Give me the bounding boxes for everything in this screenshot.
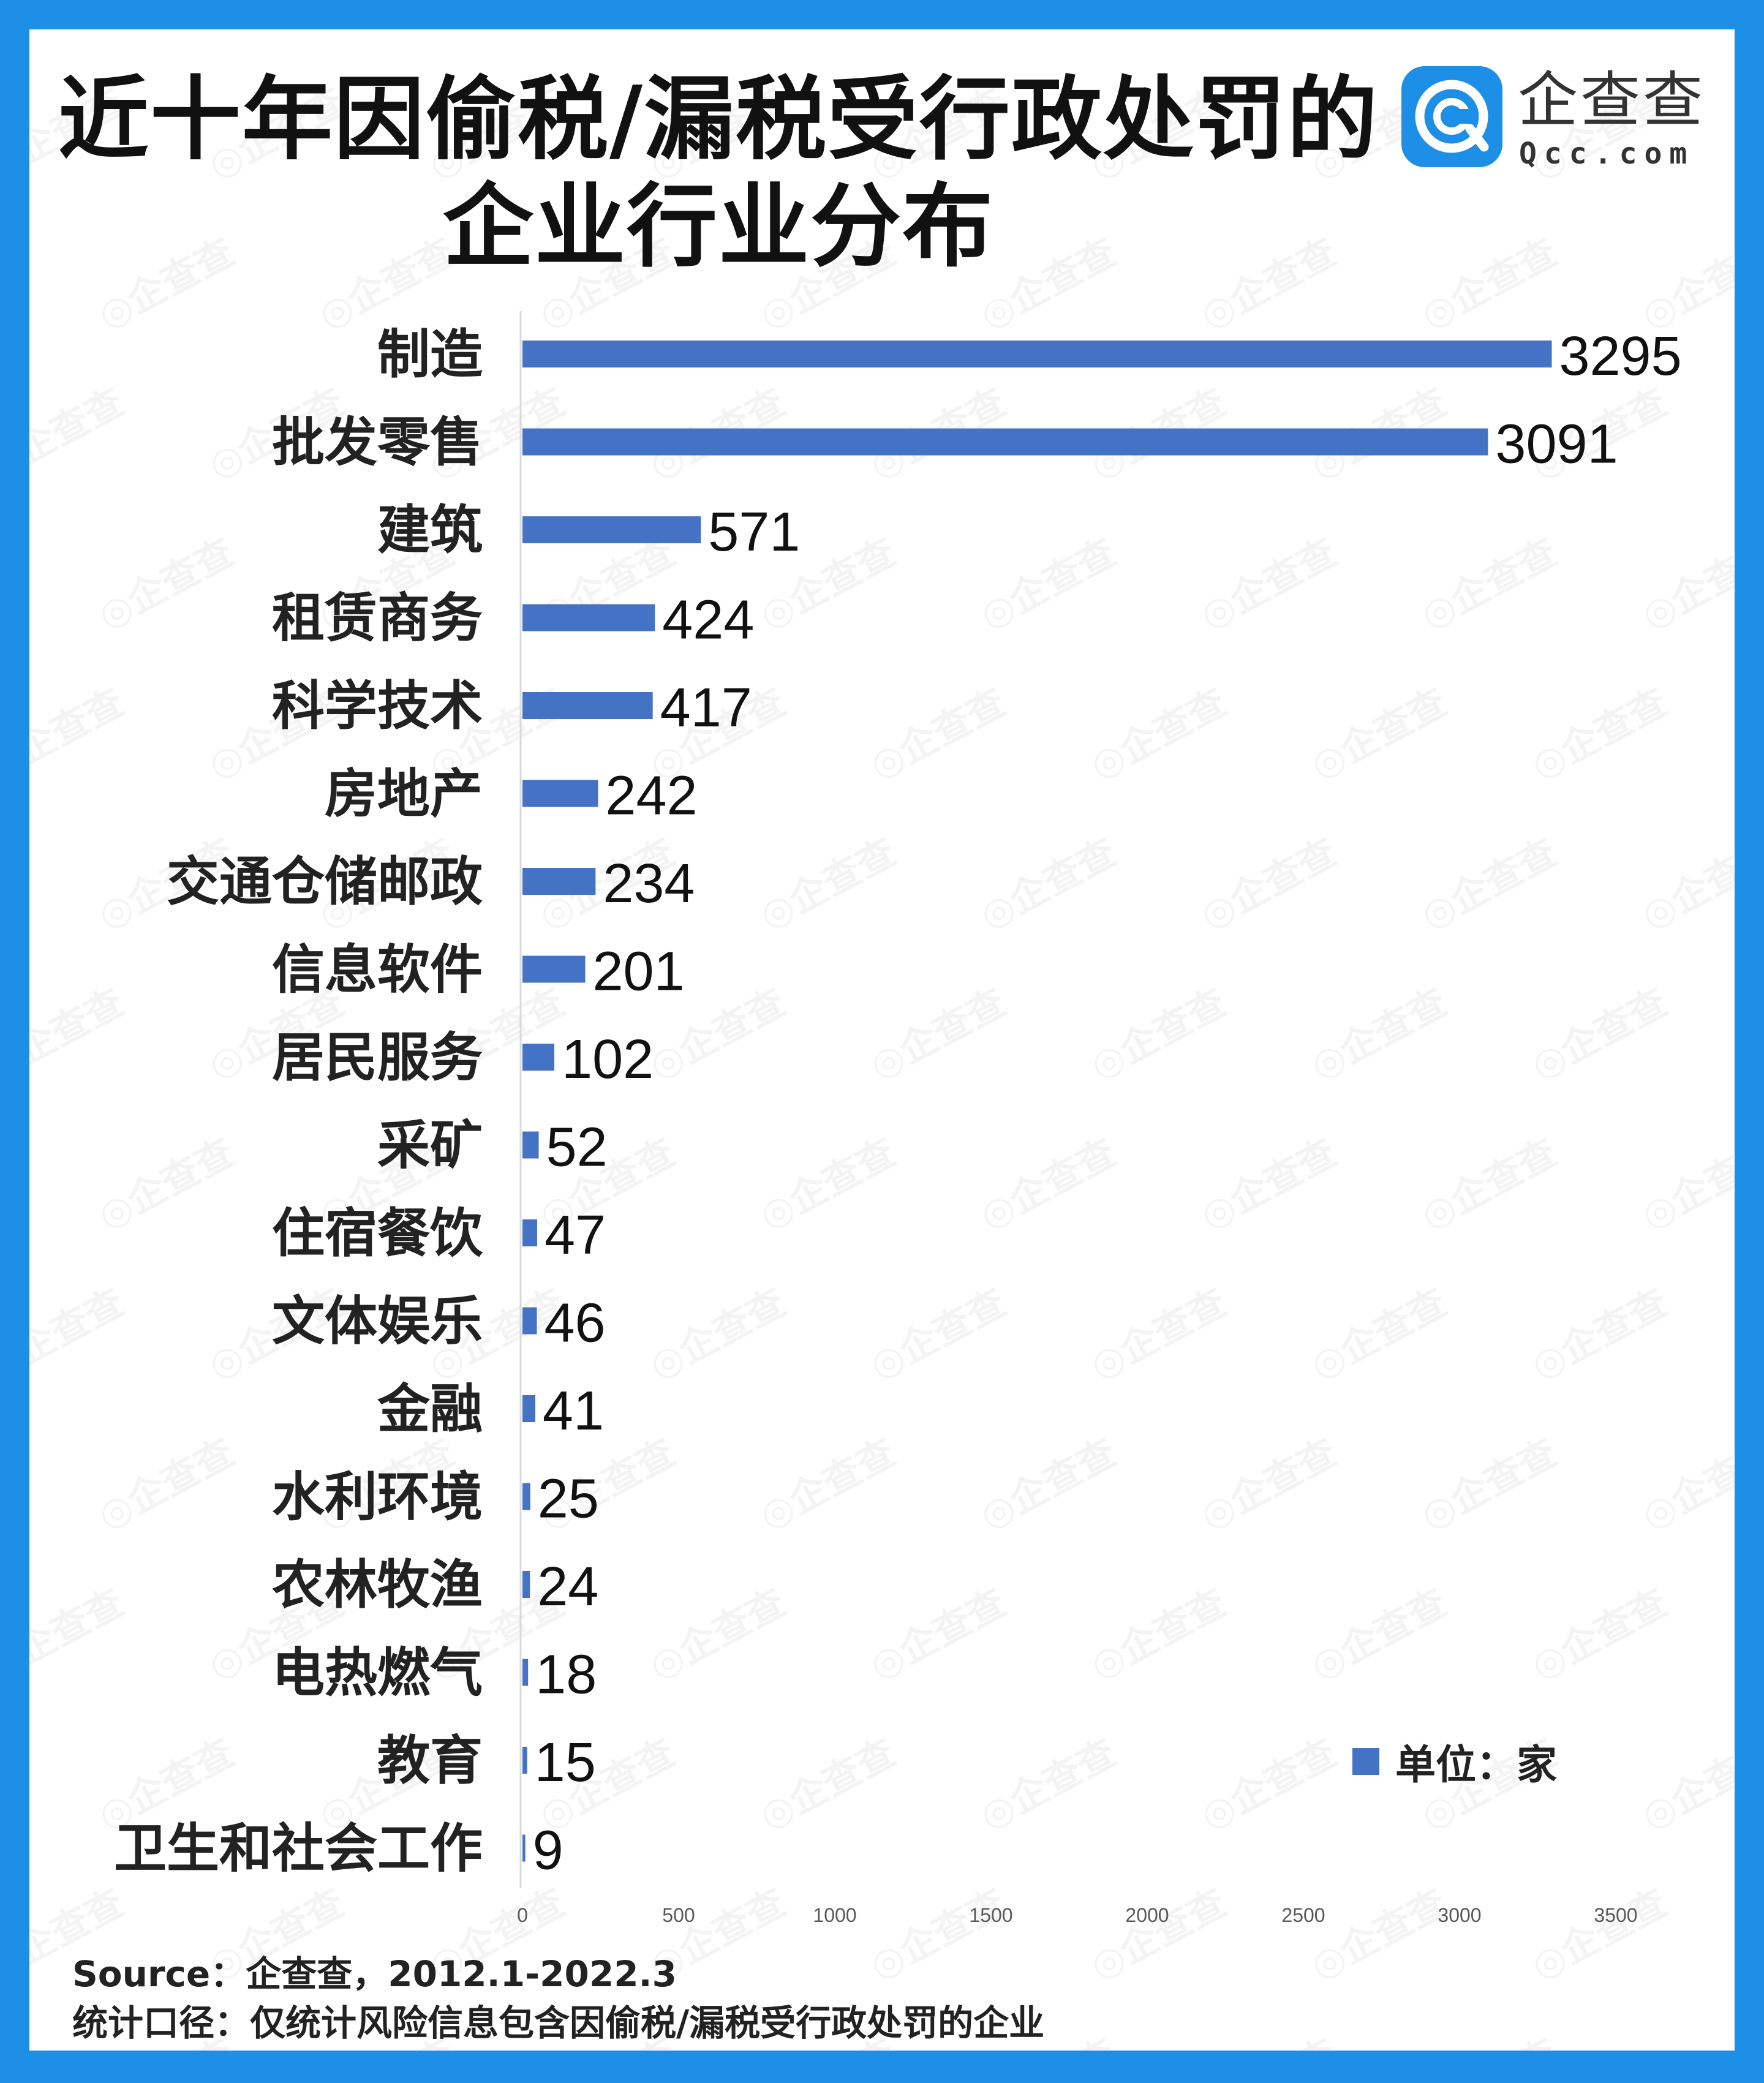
data-label: 9 [533,1820,564,1881]
watermark: ◎企查查 [1189,2022,1344,2051]
category-label: 信息软件 [272,940,483,1001]
data-label: 424 [662,590,754,651]
x-tick-label: 1000 [813,1904,856,1926]
data-label: 3091 [1495,414,1618,475]
category-label: 居民服务 [272,1027,483,1088]
logo-name-cn: 企查查 [1518,66,1706,135]
category-label: 建筑 [377,500,483,561]
category-label: 制造 [377,324,483,385]
category-label: 农林牧渔 [272,1554,483,1616]
bar [522,1834,526,1862]
x-tick-label: 3500 [1594,1904,1637,1926]
footer: Source：企查查，2012.1-2022.3 统计口径：仅统计风险信息包含因… [72,1949,1044,2047]
bar [522,1131,539,1159]
data-label: 18 [535,1644,597,1706]
category-label: 文体娱乐 [272,1291,483,1352]
bar [522,1571,530,1598]
watermark: ◎企查查 [1409,2022,1565,2051]
data-label: 3295 [1559,326,1681,387]
watermark: ◎企查查 [1630,2022,1735,2051]
category-label: 房地产 [325,764,483,825]
bar [522,868,596,895]
bar [522,692,653,719]
source-text: Source：企查查，2012.1-2022.3 [72,1953,677,1995]
bar [522,428,1488,456]
bar [522,955,586,983]
category-label: 科学技术 [272,676,483,737]
title-line-1: 近十年因偷税/漏税受行政处罚的 [58,67,1379,172]
bar [522,780,598,807]
bar [522,516,701,543]
bar [522,1747,527,1774]
bar [522,604,655,631]
bar [522,341,1552,367]
data-label: 242 [605,766,697,827]
data-label: 47 [545,1205,606,1266]
bar [522,1395,535,1422]
category-label: 住宿餐饮 [272,1203,483,1264]
category-label: 卫生和社会工作 [114,1818,483,1880]
qcc-logo-icon [1401,66,1502,167]
title-line-2: 企业行业分布 [443,174,994,279]
category-label: 教育 [377,1730,483,1791]
bar-chart: 制造 3295 批发零售 3091 建筑 571 租赁商务 424 科学技术 417 房地产 242 交… [114,311,1682,1926]
data-label: 234 [603,853,695,914]
category-label: 交通仓储邮政 [167,851,483,913]
bar [522,1044,555,1071]
data-label: 201 [593,941,685,1003]
legend-swatch [1352,1748,1379,1775]
data-label: 41 [543,1381,604,1442]
x-tick-label: 2000 [1125,1904,1169,1926]
page-title: 近十年因偷税/漏税受行政处罚的 企业行业分布 [29,66,1408,281]
infographic-card: ◎企查查◎企查查◎企查查◎企查查◎企查查◎企查查◎企查查◎企查查◎企查查◎企查查… [29,29,1735,2051]
data-label: 102 [562,1029,654,1090]
chart-legend: 单位：家 [1352,1732,1557,1791]
data-label: 417 [660,677,752,739]
note-text: 统计口径：仅统计风险信息包含因偷税/漏税受行政处罚的企业 [72,2002,1045,2044]
bar [522,1219,537,1246]
category-label: 批发零售 [272,412,483,473]
x-tick-label: 500 [662,1904,695,1926]
category-label: 电热燃气 [272,1643,483,1704]
x-tick-label: 2500 [1281,1904,1325,1926]
bar [522,1307,537,1335]
category-label: 金融 [377,1379,483,1440]
bar [522,1483,530,1510]
qcc-logo: 企查查 Qcc.com [1401,53,1720,181]
data-label: 571 [708,502,800,563]
category-label: 租赁商务 [272,588,483,649]
x-tick-label: 0 [517,1904,528,1926]
category-label: 水利环境 [272,1467,483,1528]
category-label: 采矿 [377,1115,483,1177]
bar [522,1659,529,1686]
logo-name-en: Qcc.com [1519,137,1695,171]
x-tick-label: 3000 [1438,1904,1481,1926]
data-label: 15 [535,1732,596,1793]
data-label: 52 [546,1117,608,1178]
x-tick-label: 1500 [969,1904,1012,1926]
data-label: 24 [537,1556,598,1618]
data-label: 46 [544,1293,605,1354]
legend-label: 单位：家 [1395,1741,1557,1788]
data-label: 25 [538,1469,599,1530]
